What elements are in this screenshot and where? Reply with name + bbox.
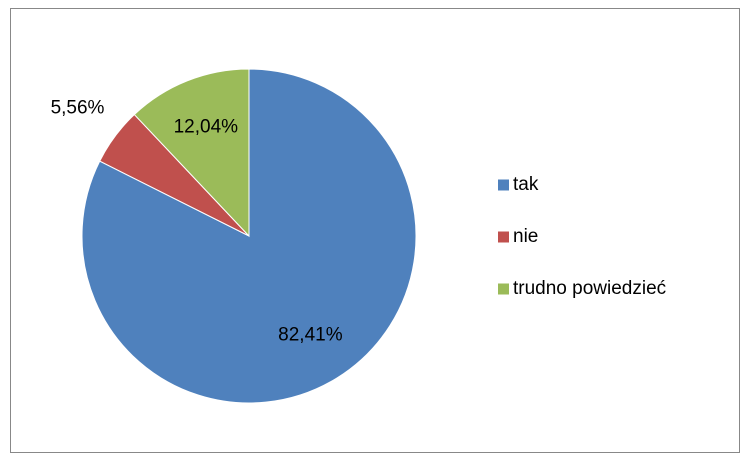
legend-swatch bbox=[498, 231, 509, 243]
data-label: 82,41% bbox=[278, 325, 343, 346]
legend-label: trudno powiedzieć bbox=[513, 278, 666, 299]
pie-slice bbox=[133, 68, 250, 238]
legend-label: tak bbox=[513, 174, 539, 195]
data-label: 12,04% bbox=[174, 116, 239, 137]
legend-label: nie bbox=[513, 226, 538, 247]
data-label: 5,56% bbox=[51, 97, 105, 118]
legend-swatch bbox=[498, 179, 509, 191]
legend-swatch bbox=[498, 283, 509, 295]
